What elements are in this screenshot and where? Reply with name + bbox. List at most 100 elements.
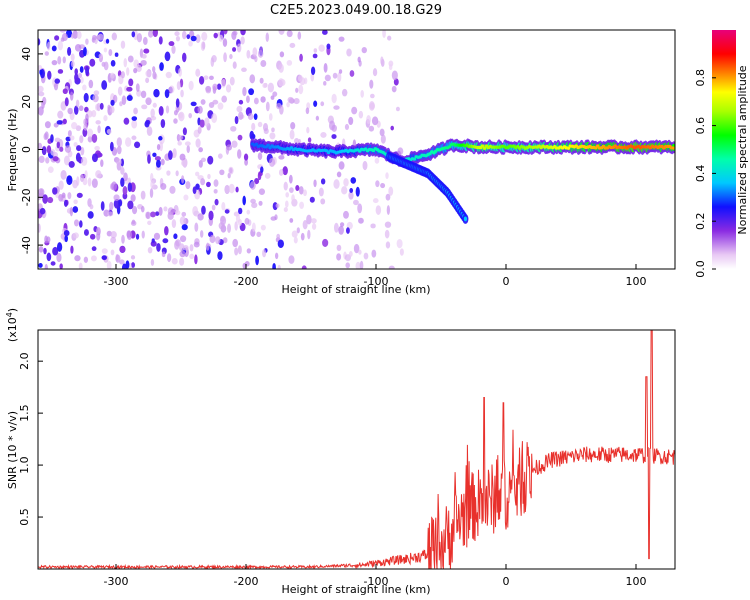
spectrogram-noise-speck (164, 226, 169, 236)
spectrogram-noise-speck (195, 171, 200, 177)
spectrogram-noise-speck (331, 93, 337, 104)
spectrogram-noise-speck (67, 107, 73, 115)
spectrogram-noise-speck (371, 116, 379, 126)
spectrogram-noise-speck (140, 90, 147, 99)
spectrogram-noise-speck (288, 174, 293, 184)
spectrogram-noise-speck (125, 137, 132, 147)
spectrogram-noise-speck (131, 116, 138, 121)
spectrogram-noise-speck (258, 200, 263, 206)
spectrogram-noise-speck (84, 106, 89, 113)
spectrogram-noise-speck (75, 99, 80, 108)
spectrogram-noise-speck (46, 145, 52, 154)
spectrogram-noise-speck (160, 182, 167, 190)
spectrogram-noise-speck (253, 97, 259, 105)
spectrogram-noise-speck (382, 30, 386, 38)
spectrogram-noise-speck (242, 86, 247, 97)
spectrogram-noise-speck (38, 106, 44, 116)
spectrogram-noise-speck (70, 245, 74, 254)
spectrogram-noise-speck (346, 48, 352, 57)
spectrogram-noise-speck (57, 69, 64, 74)
spectrogram-noise-speck (116, 137, 122, 147)
spectrogram-noise-speck (93, 90, 100, 96)
spectrogram-noise-speck (217, 251, 223, 261)
spectrogram-noise-speck (148, 30, 154, 38)
spectrogram-noise-speck (147, 154, 151, 164)
spectrogram-noise-speck (207, 155, 214, 165)
spectrogram-noise-speck (260, 96, 266, 103)
spectrogram-noise-speck (387, 35, 392, 41)
spectrogram-noise-speck (62, 118, 67, 125)
spectrogram-noise-speck (207, 173, 211, 180)
spectrogram-noise-speck (179, 153, 186, 161)
spectrogram-noise-speck (73, 199, 78, 205)
spectrogram-noise-speck (181, 30, 187, 40)
spectrogram-noise-speck (350, 177, 357, 184)
spectrogram-noise-speck (53, 122, 59, 128)
spectrogram-noise-speck (173, 118, 178, 124)
spectrogram-noise-speck (150, 258, 155, 266)
spectrogram-noise-speck (348, 251, 353, 257)
spectrogram-noise-speck (167, 211, 174, 220)
spectrogram-noise-speck (320, 198, 326, 205)
spectrogram-noise-speck (291, 194, 295, 202)
spectrogram-noise-speck (209, 75, 214, 81)
spectrogram-noise-speck (152, 66, 156, 73)
spectrogram-noise-speck (53, 82, 59, 91)
spectrogram-noise-speck (184, 141, 191, 146)
spectrogram-noise-speck (38, 195, 42, 201)
spectrogram-noise-speck (306, 126, 310, 134)
spectrogram-noise-speck (38, 155, 45, 164)
spectrogram-noise-speck (179, 235, 187, 243)
spectrogram-noise-speck (291, 230, 298, 238)
spectrogram-noise-speck (298, 84, 304, 95)
spectrogram-noise-speck (83, 256, 89, 263)
spectrogram-noise-speck (254, 178, 260, 185)
spectrogram-noise-speck (140, 190, 146, 200)
spectrogram-noise-speck (94, 145, 100, 151)
spectrogram-noise-speck (222, 38, 228, 47)
spectrogram-noise-speck (384, 221, 392, 228)
spectrogram-noise-speck (326, 43, 331, 50)
spectrogram-noise-speck (372, 198, 379, 204)
spectrogram-noise-speck (395, 106, 400, 112)
spectrogram-noise-speck (204, 117, 210, 127)
spectrogram-noise-speck (338, 225, 344, 235)
spectrogram-noise-speck (106, 260, 112, 269)
spectrogram-noise-speck (202, 41, 206, 50)
trace-core (254, 142, 259, 146)
spectrogram-noise-speck (52, 246, 59, 256)
spectrogram-noise-speck (296, 227, 300, 234)
spectrogram-noise-speck (67, 130, 72, 137)
spectrogram-noise-speck (371, 249, 377, 258)
spectrogram-noise-speck (195, 68, 201, 77)
spectrogram-noise-speck (264, 172, 271, 179)
spectrogram-noise-speck (88, 79, 94, 89)
spectrogram-noise-speck (283, 181, 288, 191)
spectrogram-noise-speck (353, 243, 360, 254)
spectrogram-noise-speck (206, 181, 211, 188)
spectrogram-noise-speck (355, 261, 361, 269)
spectrogram-noise-speck (262, 83, 267, 89)
spectrogram-noise-speck (123, 117, 130, 125)
spectrogram-noise-speck (91, 110, 97, 118)
spectrogram-noise-speck (290, 121, 296, 130)
spectrogram-noise-speck (95, 170, 102, 179)
spectrogram-noise-speck (50, 134, 54, 143)
spectrogram-noise-speck (152, 30, 159, 38)
spectrogram-noise-speck (238, 207, 243, 215)
spectrogram-y-tick-label: 20 (20, 95, 33, 109)
spectrogram-noise-speck (320, 101, 325, 107)
spectrogram-noise-speck (44, 51, 49, 56)
spectrogram-noise-speck (337, 72, 342, 83)
spectrogram-noise-speck (286, 60, 293, 66)
spectrogram-noise-speck (221, 78, 226, 88)
spectrogram-noise-speck (289, 218, 294, 223)
spectrogram-noise-speck (186, 145, 190, 154)
spectrogram-noise-speck (200, 230, 204, 238)
spectrogram-noise-speck (232, 61, 237, 69)
spectrogram-noise-speck (177, 141, 182, 146)
spectrogram-noise-speck (115, 254, 121, 263)
spectrogram-noise-speck (195, 138, 201, 148)
spectrogram-noise-speck (165, 71, 172, 79)
spectrogram-noise-speck (265, 101, 270, 112)
